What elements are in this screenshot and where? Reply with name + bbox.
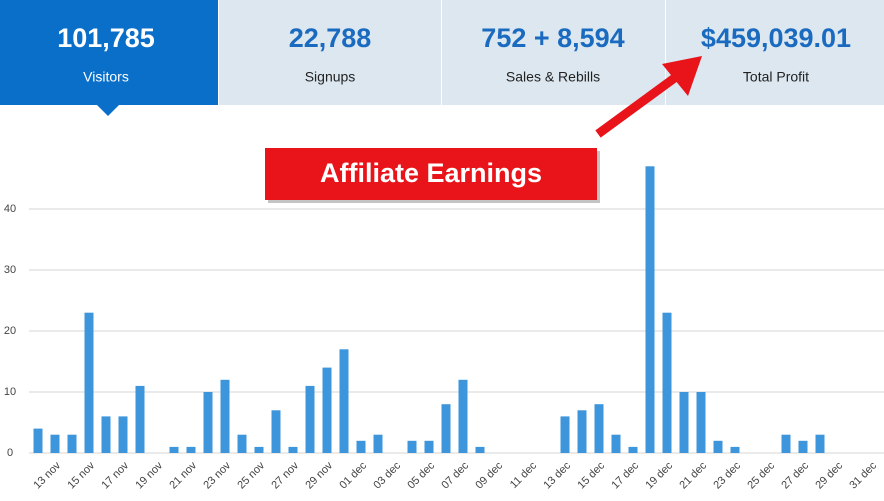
bar bbox=[254, 446, 264, 453]
bar bbox=[815, 434, 825, 453]
bar bbox=[186, 446, 196, 453]
x-tick-label: 25 dec bbox=[745, 459, 777, 491]
stat-label: Signups bbox=[305, 69, 356, 85]
x-tick-label: 01 dec bbox=[337, 459, 369, 491]
bar bbox=[560, 416, 570, 453]
stat-value: 22,788 bbox=[289, 23, 372, 53]
y-tick-label: 10 bbox=[4, 386, 16, 398]
stat-label: Sales & Rebills bbox=[506, 69, 600, 85]
bar bbox=[118, 416, 128, 453]
x-tick-label: 21 nov bbox=[167, 459, 199, 491]
annotation: Affiliate Earnings bbox=[320, 158, 542, 188]
y-tick-label: 40 bbox=[4, 203, 16, 215]
x-tick-label: 25 nov bbox=[235, 459, 267, 491]
x-tick-label: 09 dec bbox=[473, 459, 505, 491]
x-tick-label: 23 nov bbox=[201, 459, 233, 491]
tile[interactable] bbox=[442, 0, 665, 105]
bar bbox=[220, 379, 230, 453]
y-tick-label: 20 bbox=[4, 325, 16, 337]
bar bbox=[781, 434, 791, 453]
bar bbox=[628, 446, 638, 453]
stat-value: $459,039.01 bbox=[701, 23, 851, 53]
x-tick-label: 15 nov bbox=[65, 459, 97, 491]
bar bbox=[713, 440, 723, 453]
tile-pointer bbox=[97, 105, 119, 116]
stat-label: Visitors bbox=[83, 69, 129, 85]
x-tick-label: 13 nov bbox=[31, 459, 63, 491]
bar bbox=[67, 434, 77, 453]
bar bbox=[373, 434, 383, 453]
bar bbox=[645, 166, 655, 454]
bar bbox=[84, 312, 94, 453]
x-tick-label: 05 dec bbox=[405, 459, 437, 491]
bar bbox=[203, 392, 213, 453]
x-tick-label: 27 nov bbox=[269, 459, 301, 491]
x-tick-label: 29 nov bbox=[303, 459, 335, 491]
bar bbox=[322, 367, 332, 453]
bar bbox=[50, 434, 60, 453]
x-tick-label: 15 dec bbox=[575, 459, 607, 491]
bar bbox=[237, 434, 247, 453]
bar bbox=[798, 440, 808, 453]
tile[interactable] bbox=[219, 0, 441, 105]
stat-value: 101,785 bbox=[57, 23, 155, 53]
x-tick-label: 31 dec bbox=[847, 459, 879, 491]
arrow-head bbox=[662, 56, 702, 96]
x-tick-label: 19 nov bbox=[133, 459, 165, 491]
tile[interactable] bbox=[666, 0, 884, 105]
bar bbox=[577, 410, 587, 453]
bar bbox=[696, 392, 706, 453]
stat-label: Total Profit bbox=[743, 69, 809, 85]
bar bbox=[305, 385, 315, 453]
arrow-shaft bbox=[595, 70, 683, 138]
bar bbox=[169, 446, 179, 453]
callout: Affiliate Earnings bbox=[265, 56, 702, 203]
bar bbox=[594, 404, 604, 453]
y-tick-label: 0 bbox=[7, 447, 13, 459]
bar bbox=[339, 349, 349, 453]
x-tick-label: 23 dec bbox=[711, 459, 743, 491]
y-tick-label: 30 bbox=[4, 264, 16, 276]
bar bbox=[424, 440, 434, 453]
annotation-box bbox=[265, 148, 597, 200]
x-tick-label: 07 dec bbox=[439, 459, 471, 491]
bar bbox=[662, 312, 672, 453]
bar bbox=[356, 440, 366, 453]
tile-active[interactable] bbox=[0, 0, 218, 105]
bar bbox=[679, 392, 689, 453]
bar bbox=[458, 379, 468, 453]
x-tick-label: 03 dec bbox=[371, 459, 403, 491]
x-tick-label: 13 dec bbox=[541, 459, 573, 491]
bar bbox=[271, 410, 281, 453]
bar bbox=[288, 446, 298, 453]
bar bbox=[441, 404, 451, 453]
bar bbox=[407, 440, 417, 453]
bar bbox=[33, 428, 43, 453]
x-tick-label: 17 dec bbox=[609, 459, 641, 491]
x-tick-label: 29 dec bbox=[813, 459, 845, 491]
x-tick-label: 21 dec bbox=[677, 459, 709, 491]
bar bbox=[611, 434, 621, 453]
bar bbox=[730, 446, 740, 453]
bar bbox=[101, 416, 111, 453]
x-tick-label: 11 dec bbox=[508, 459, 540, 491]
stat-value: 752 + 8,594 bbox=[481, 23, 624, 53]
x-tick-label: 19 dec bbox=[643, 459, 675, 491]
bar bbox=[475, 446, 485, 453]
x-tick-label: 17 nov bbox=[99, 459, 131, 491]
x-tick-label: 27 dec bbox=[779, 459, 811, 491]
bar bbox=[135, 385, 145, 453]
